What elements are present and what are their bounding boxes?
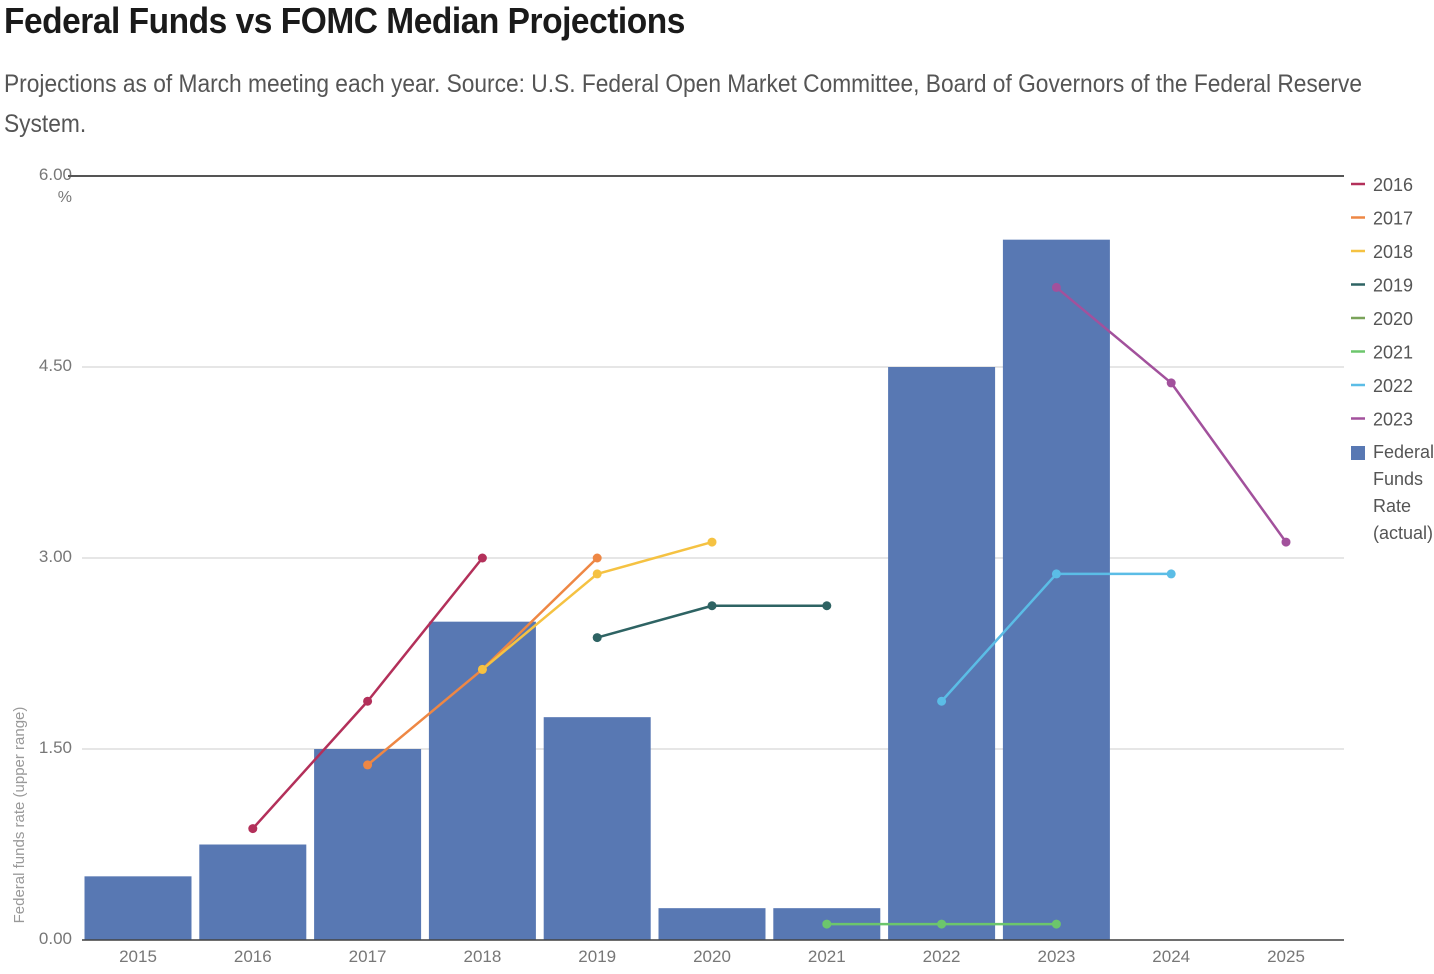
projection-point-2023 [1166,378,1176,388]
legend-item-2017: 2017 [1351,209,1413,229]
bar-2015 [84,876,192,940]
projection-point-2021 [822,919,832,929]
bar-2016 [199,844,307,940]
x-tick-label: 2025 [1267,947,1305,966]
projection-point-2023 [1281,537,1291,547]
legend-label: 2021 [1373,343,1413,363]
x-tick-label: 2016 [234,947,272,966]
projection-point-2021 [1051,919,1061,929]
legend-item-2018: 2018 [1351,242,1413,262]
y-tick-label: 0.00 [39,929,72,948]
x-tick-label: 2023 [1037,947,1075,966]
y-unit-label: % [58,189,72,206]
projection-point-2019 [822,601,832,611]
projection-point-2022 [1166,569,1176,579]
projection-point-2016 [363,696,373,706]
chart-subtitle: Projections as of March meeting each yea… [4,70,1363,138]
legend-swatch [1351,446,1365,460]
x-tick-label: 2018 [463,947,501,966]
legend-item-2023: 2023 [1351,410,1413,430]
legend-label: 2020 [1373,309,1413,329]
y-tick-label: 3.00 [39,547,72,566]
x-tick-label: 2022 [923,947,961,966]
x-tick-label: 2019 [578,947,616,966]
bar-2022 [888,367,996,940]
x-tick-label: 2020 [693,947,731,966]
projection-point-2018 [477,664,487,674]
projection-point-2018 [707,537,717,547]
projection-point-2017 [363,760,373,770]
projection-point-2022 [1051,569,1061,579]
projection-point-2017 [592,553,602,563]
legend-item-2019: 2019 [1351,276,1413,296]
projection-point-2022 [937,696,947,706]
legend-label: 2018 [1373,242,1413,262]
y-tick-label: 6.00 [39,165,72,184]
projection-point-2019 [707,601,717,611]
x-tick-label: 2024 [1152,947,1190,966]
projection-point-2016 [248,824,258,834]
legend-label: Federal Funds Rate (actual) [1373,442,1434,543]
legend-item-2016: 2016 [1351,175,1413,195]
legend-label: 2023 [1373,410,1413,430]
legend-label: 2019 [1373,276,1413,296]
projection-point-2016 [477,553,487,563]
legend-item-federal-funds-rate: Federal Funds Rate (actual) [1351,442,1434,543]
x-tick-label: 2015 [119,947,157,966]
y-tick-label: 4.50 [39,356,72,375]
x-tick-label: 2021 [808,947,846,966]
bar-2018 [428,621,536,940]
legend-label: 2022 [1373,376,1413,396]
legend-item-2020: 2020 [1351,309,1413,329]
legend-item-2022: 2022 [1351,376,1413,396]
bar-2019 [543,717,651,940]
bar-2023 [1002,239,1110,940]
projection-line-2019 [596,604,827,639]
projection-point-2018 [592,569,602,579]
projection-point-2023 [1051,282,1061,292]
chart-title: Federal Funds vs FOMC Median Projections [4,0,685,41]
projection-point-2019 [592,633,602,643]
x-tick-label: 2017 [349,947,387,966]
legend-label: 2016 [1373,175,1413,195]
y-tick-label: 1.50 [39,738,72,757]
bar-2020 [658,908,766,940]
bar-2017 [314,749,422,940]
legend-item-2021: 2021 [1351,343,1413,363]
legend-label: 2017 [1373,209,1413,229]
projection-point-2021 [937,919,947,929]
y-axis-title: Federal funds rate (upper range) [11,707,28,924]
